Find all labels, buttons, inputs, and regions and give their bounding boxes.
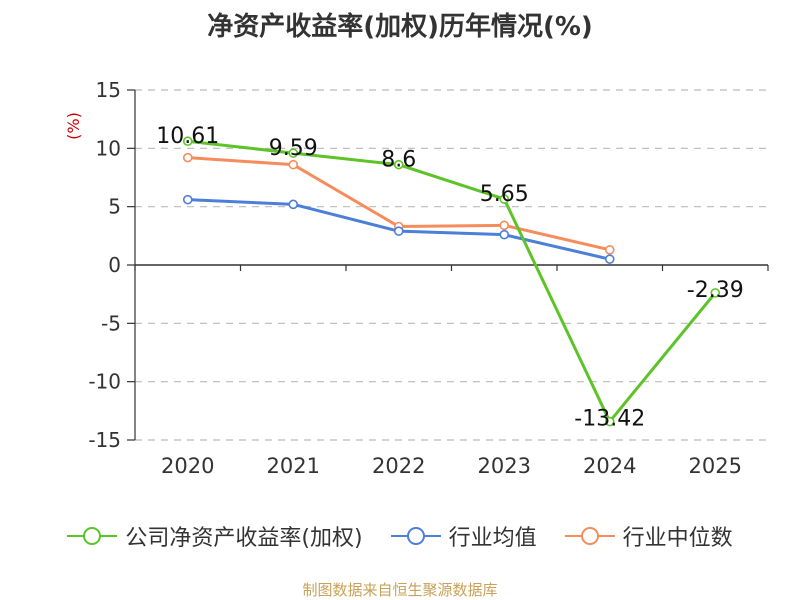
data-point [288,148,299,158]
y-tick-label: -10 [88,370,121,394]
series-lines [182,136,721,427]
series-line [187,139,717,424]
x-tick-label: 2020 [161,454,214,478]
legend-label: 行业均值 [448,526,537,551]
legend-marker-icon [564,526,615,546]
legend-item-industry-mean[interactable]: 行业均值 [390,520,537,552]
data-label: -13.42 [574,407,645,432]
legend-marker-icon [67,526,118,546]
axes: 15 10 5 0 -5 -10 -15 2020 2021 2022 2023 2024 2025 (%… [64,78,769,478]
y-tick-label: 15 [96,78,121,102]
data-label: 8.6 [381,148,416,173]
chart-title: 净资产收益率(加权)历年情况(%) [207,12,593,42]
legend: 公司净资产收益率(加权) 行业均值 行业中位数 [0,518,800,554]
y-axis-unit-label: (%) [64,112,83,140]
data-point [288,199,299,210]
legend-label: 公司净资产收益率(加权) [125,526,363,551]
y-tick-label: 5 [108,195,121,219]
data-point [604,254,615,264]
y-tick-label: 10 [96,136,121,160]
data-point [499,220,510,231]
data-point [604,416,615,427]
x-tick-label: 2025 [689,454,742,478]
y-tick-label: -5 [101,311,121,335]
data-labels: 10.61 9.59 8.6 5.65 -13.42 -2.39 [156,124,743,431]
legend-item-industry-median[interactable]: 行业中位数 [564,520,733,552]
x-tick-label: 2021 [267,454,320,478]
data-point [499,194,510,204]
data-point [604,245,615,255]
data-label: 10.61 [156,124,219,149]
data-point [182,152,193,163]
data-point [393,226,404,236]
data-point [182,194,193,205]
x-tick-label: 2023 [478,454,531,478]
data-point [710,288,721,298]
data-point [288,159,299,170]
data-point [393,159,404,170]
legend-marker-icon [390,526,441,546]
y-tick-label: -15 [88,428,121,452]
source-note: 制图数据来自恒生聚源数据库 [302,581,498,599]
x-tick-label: 2022 [372,454,425,478]
data-point [499,229,510,240]
data-label: 9.59 [269,136,318,161]
data-point [182,136,193,147]
x-tick-label: 2024 [583,454,636,478]
data-label: -2.39 [687,278,744,303]
legend-item-company[interactable]: 公司净资产收益率(加权) [67,520,363,552]
y-tick-label: 0 [108,253,121,277]
data-label: 5.65 [480,182,529,207]
legend-label: 行业中位数 [622,526,733,551]
